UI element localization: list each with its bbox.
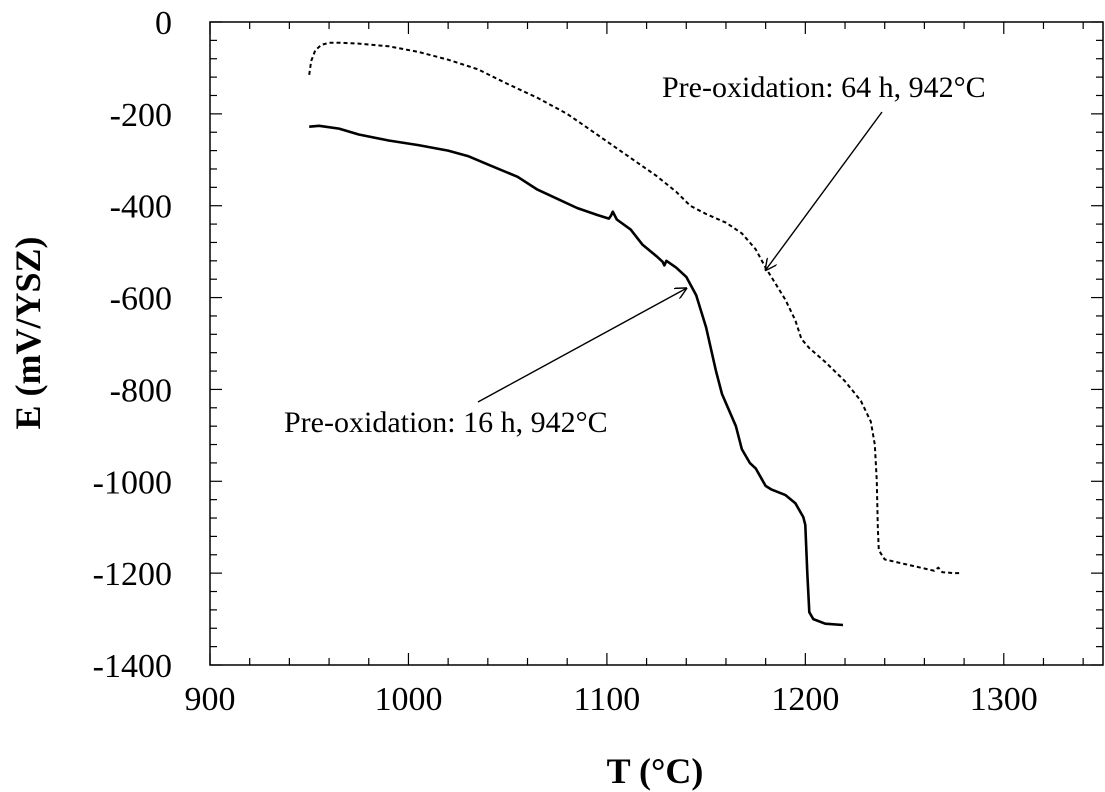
series-line-solid: [309, 124, 844, 627]
annotation-label: Pre-oxidation: 64 h, 942°C: [662, 71, 986, 104]
axis-ticks: [209, 21, 1103, 666]
plot-area-frame: [209, 21, 1104, 666]
y-tick-label: -800: [110, 372, 172, 409]
x-tick-label: 1100: [574, 681, 641, 718]
annotation-arrow: [477, 288, 686, 403]
x-tick-label: 1000: [374, 681, 442, 718]
y-tick-label: -400: [110, 189, 172, 226]
x-tick-label: 1200: [771, 681, 839, 718]
series-group: [308, 41, 961, 627]
annotation-label: Pre-oxidation: 16 h, 942°C: [284, 406, 608, 439]
axis-tick-labels: 900 1000 1100 1200 1300 0 -200 -400 -600 -800 -100…: [93, 5, 1038, 718]
annotations-group: Pre-oxidation: 64 h, 942°C Pre-oxidation:…: [284, 71, 986, 439]
y-tick-label: -200: [110, 97, 172, 134]
x-tick-label: 900: [185, 681, 236, 718]
series-line-dashed: [308, 41, 961, 575]
x-axis-title: T (°C): [607, 751, 704, 791]
y-tick-label: 0: [155, 5, 172, 42]
y-axis-title: E (mV/YSZ): [8, 236, 48, 429]
y-tick-label: -600: [110, 281, 172, 318]
y-tick-label: -1000: [93, 464, 172, 501]
y-tick-label: -1400: [93, 648, 172, 685]
annotation-arrow: [766, 111, 883, 270]
y-tick-label: -1200: [93, 556, 172, 593]
x-tick-label: 1300: [970, 681, 1038, 718]
